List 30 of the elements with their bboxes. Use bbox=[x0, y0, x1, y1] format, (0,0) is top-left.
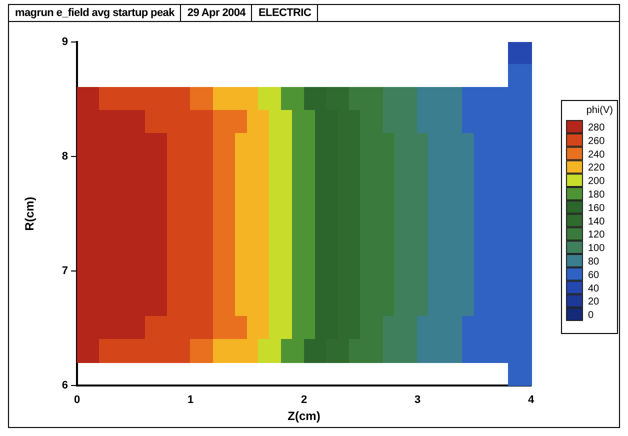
color-bar-label: 280 bbox=[588, 122, 606, 134]
color-bar-label: 20 bbox=[588, 296, 600, 308]
x-tick-label: 1 bbox=[187, 394, 194, 406]
color-bar-title: phi(V) bbox=[586, 104, 613, 116]
y-tick-label: 8 bbox=[62, 150, 68, 162]
y-tick-label: 9 bbox=[62, 36, 68, 48]
y-axis-title: R(cm) bbox=[22, 196, 37, 231]
x-tick-label: 0 bbox=[74, 394, 80, 406]
color-bar-label: 140 bbox=[588, 216, 606, 228]
color-bar-label: 180 bbox=[588, 189, 606, 200]
x-tick-label: 4 bbox=[528, 394, 535, 406]
color-bar-label: 220 bbox=[588, 162, 606, 174]
x-tick-label: 3 bbox=[414, 394, 421, 406]
color-bar-label: 200 bbox=[588, 176, 606, 188]
y-tick-label: 7 bbox=[62, 264, 68, 277]
color-bar-label: 40 bbox=[588, 283, 600, 294]
x-tick-label: 2 bbox=[300, 394, 308, 406]
chart-subtitle: 29 Apr 2004 bbox=[181, 5, 252, 21]
color-bar-label: 120 bbox=[588, 230, 606, 241]
text: ELECTRIC bbox=[252, 5, 318, 21]
color-bar-label: 160 bbox=[588, 202, 606, 214]
color-bar-label: 100 bbox=[588, 243, 606, 254]
color-bar-label: 0 bbox=[588, 310, 594, 322]
color-bar-label: 260 bbox=[588, 136, 606, 147]
chart-title: magrun e_field avg startup peak bbox=[9, 5, 182, 21]
color-bar-label: 60 bbox=[588, 270, 600, 281]
y-tick-label: 6 bbox=[62, 379, 68, 392]
x-axis-title: Z(cm) bbox=[288, 409, 320, 424]
color-bar-label: 80 bbox=[588, 256, 600, 268]
color-bar-label: 240 bbox=[588, 149, 606, 160]
